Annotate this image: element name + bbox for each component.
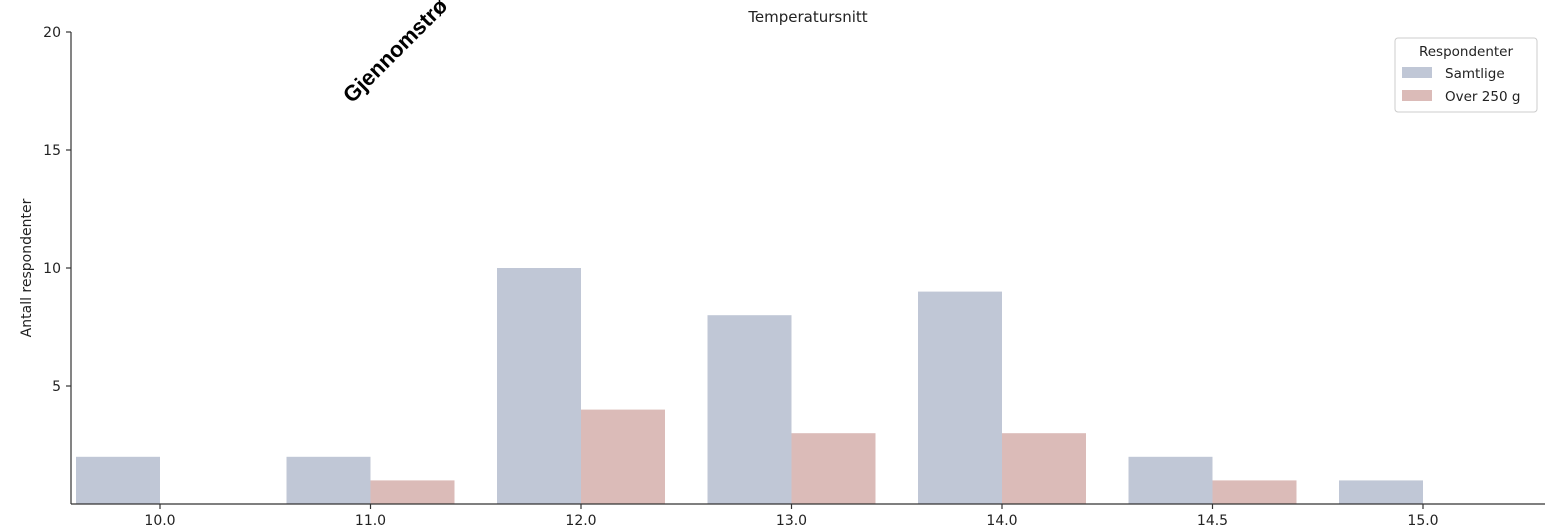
legend-items: Samtlige Over 250 g [1402,66,1520,105]
x-tick-label: 15.0 [1407,513,1438,529]
bar-samtlige-14-5 [1128,456,1213,504]
overlay-rotated-text: Gjennomstrø [338,0,453,108]
x-tick-label: 12.0 [565,513,596,529]
x-tick-label: 14.0 [986,513,1017,529]
bar-samtlige-12-0 [497,268,581,504]
bar-samtlige-14-0 [918,291,1002,504]
y-axis-ticks: 5 10 15 20 [43,25,71,395]
bar-over-250-g-11-0 [370,480,455,504]
legend: Respondenter Samtlige Over 250 g [1394,37,1538,113]
y-tick-label: 20 [43,25,61,41]
bar-over-250-g-12-0 [581,409,665,504]
legend-swatch [1402,90,1432,101]
x-axis-ticks: 10.0 11.0 12.0 13.0 14.0 14.5 15.0 [144,504,1439,529]
bar-over-250-g-13-0 [791,433,876,504]
x-tick-label: 14.5 [1197,513,1228,529]
y-tick-label: 10 [43,261,61,277]
y-tick-label: 15 [43,143,61,159]
bar-over-250-g-14-5 [1212,480,1297,504]
bars-layer [76,268,1423,504]
legend-swatch [1402,67,1432,78]
y-axis-title: Antall respondenter [19,198,35,337]
bar-samtlige-15-0 [1339,480,1423,504]
legend-label: Samtlige [1445,66,1505,82]
legend-label: Over 250 g [1445,89,1520,105]
chart-title: Temperatursnitt [747,8,867,26]
bar-samtlige-11-0 [286,456,371,504]
x-tick-label: 11.0 [355,513,386,529]
bar-samtlige-13-0 [707,315,792,504]
x-tick-label: 10.0 [144,513,175,529]
bar-over-250-g-14-0 [1002,433,1086,504]
y-tick-label: 5 [52,379,61,395]
legend-title: Respondenter [1419,44,1514,60]
x-tick-label: 13.0 [776,513,807,529]
bar-samtlige-10-0 [76,456,160,504]
